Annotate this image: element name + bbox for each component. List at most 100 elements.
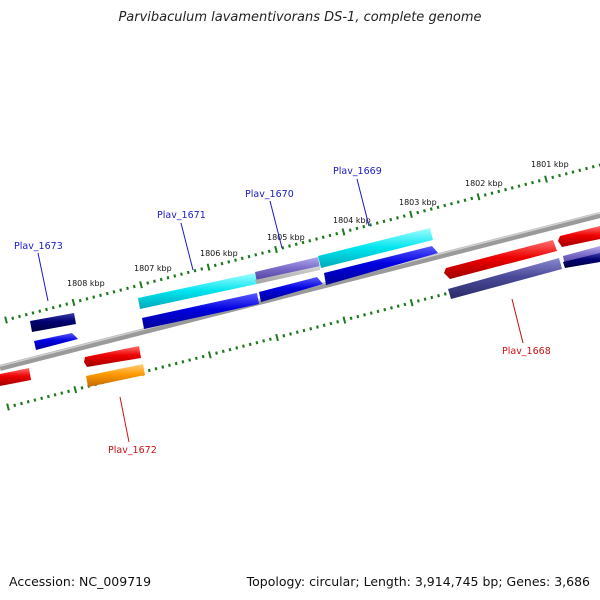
inner-ruler-major-tick [73,385,78,394]
gene-blue-plav-1670-down[interactable] [259,277,323,302]
outer-ruler-minor-tick [38,309,42,313]
outer-ruler-minor-tick [436,205,440,210]
inner-ruler-minor-tick [13,403,17,407]
inner-ruler-minor-tick [289,332,292,336]
gene-red-1667[interactable] [444,240,557,279]
outer-ruler-minor-tick [571,170,575,174]
outer-ruler-minor-tick [85,297,89,301]
gene-plav-1668[interactable] [448,258,562,299]
callout-plav-1673 [37,252,49,302]
inner-ruler-minor-tick [262,339,266,343]
outer-ruler-minor-tick [483,193,487,197]
outer-ruler-minor-tick [18,314,21,319]
inner-ruler-minor-tick [242,344,245,348]
gene-plav-1673[interactable] [30,313,76,332]
callout-plav-1670 [269,200,283,249]
callout-plav-1672 [119,396,130,443]
genome-summary-text: Topology: circular; Length: 3,914,745 bp… [246,574,590,589]
inner-ruler-minor-tick [154,367,158,371]
outer-ruler-minor-tick [578,168,582,173]
outer-ruler-minor-tick [65,302,69,306]
inner-ruler-major-tick [409,299,414,307]
outer-ruler-major-tick [139,281,143,289]
gene-blue-plav-1669-down[interactable] [324,246,438,285]
inner-ruler-major-tick [275,333,279,342]
outer-ruler-major-tick [409,210,413,218]
inner-ruler-minor-tick [235,346,239,350]
label-plav-1671: Plav_1671 [157,210,206,221]
gene-blue-plav-1671-down[interactable] [142,293,259,329]
inner-ruler-minor-tick [248,342,252,347]
outer-ruler-minor-tick [463,198,467,202]
scale-label-1807: 1807 kbp [134,264,172,273]
outer-ruler-major-tick [71,298,76,307]
inner-ruler-minor-tick [221,349,225,354]
outer-ruler-minor-tick [227,260,231,264]
label-plav-1670: Plav_1670 [245,189,294,200]
outer-ruler-minor-tick [308,239,312,243]
gene-red-plav-1672-up[interactable] [84,346,141,367]
outer-ruler-minor-tick [375,221,379,225]
inner-ruler-major-tick [6,403,10,411]
inner-ruler-minor-tick [430,295,434,300]
outer-ruler-minor-tick [78,298,82,303]
outer-ruler-minor-tick [288,244,291,248]
gene-plav-1669[interactable] [318,228,433,268]
outer-ruler-minor-tick [301,240,305,245]
callout-plav-1671 [180,222,194,271]
outer-ruler-minor-tick [193,268,197,273]
inner-ruler-minor-tick [201,354,205,359]
outer-ruler-minor-tick [564,172,568,176]
inner-ruler-minor-tick [168,363,171,368]
gene-plav-1671[interactable] [138,273,257,309]
inner-ruler-minor-tick [302,328,306,333]
outer-ruler-minor-tick [261,251,264,255]
outer-scale-ruler [4,163,600,324]
outer-ruler-major-tick [274,245,278,254]
inner-ruler-minor-tick [403,302,407,307]
outer-ruler-minor-tick [153,279,156,283]
outer-ruler-minor-tick [119,288,123,292]
gene-blue-plav-1673-down[interactable] [34,333,78,350]
inner-ruler-minor-tick [194,356,198,361]
genome-backbone [0,212,600,371]
gene-plav-1672[interactable] [86,364,145,387]
outer-ruler-minor-tick [423,209,426,213]
gene-plav-1670-shadow [255,266,320,284]
outer-ruler-minor-tick [146,281,150,285]
inner-ruler-minor-tick [322,323,326,328]
label-plav-1669: Plav_1669 [333,166,382,177]
inner-ruler-minor-tick [349,316,353,321]
gene-red-edge-right[interactable] [558,226,600,247]
label-plav-1668: Plav_1668 [502,346,551,357]
outer-ruler-minor-tick [490,191,494,195]
label-plav-1672: Plav_1672 [108,445,157,456]
outer-ruler-minor-tick [92,295,96,299]
outer-ruler-minor-tick [159,277,163,282]
inner-ruler-minor-tick [423,297,427,301]
inner-ruler-minor-tick [188,358,192,362]
outer-ruler-minor-tick [234,258,237,262]
outer-ruler-minor-tick [11,316,15,320]
outer-ruler-minor-tick [382,219,386,224]
inner-ruler-minor-tick [376,309,380,314]
outer-ruler-minor-tick [45,307,48,312]
outer-ruler-minor-tick [126,286,129,291]
outer-ruler-minor-tick [470,196,474,201]
outer-ruler-minor-tick [220,261,224,266]
outer-ruler-major-tick [341,228,346,236]
outer-ruler-minor-tick [112,290,116,294]
inner-ruler-major-tick [342,316,347,324]
gene-navy-edge-right[interactable] [563,253,600,268]
outer-ruler-minor-tick [267,249,271,254]
outer-ruler-minor-tick [247,254,251,259]
outer-ruler-minor-tick [362,224,366,229]
scale-label-1801: 1801 kbp [531,160,569,169]
scale-label-1803: 1803 kbp [399,198,437,207]
inner-ruler-minor-tick [255,340,259,345]
outer-ruler-minor-tick [294,242,298,246]
gene-red-edge-left[interactable] [0,368,31,386]
scale-label-1802: 1802 kbp [465,179,503,188]
inner-ruler-minor-tick [336,320,340,324]
